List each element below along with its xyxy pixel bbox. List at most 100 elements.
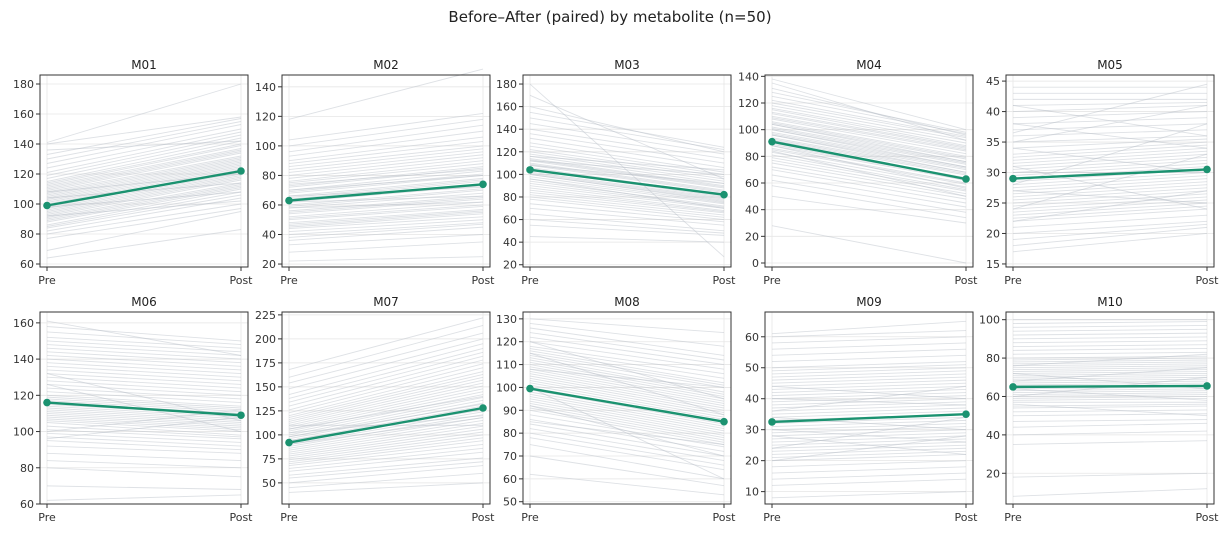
- paired-line: [529, 123, 725, 155]
- paired-line: [771, 109, 967, 147]
- paired-line: [771, 185, 967, 219]
- paired-line: [529, 341, 725, 370]
- paired-line: [1012, 220, 1208, 234]
- paired-line: [46, 208, 242, 239]
- paired-line: [529, 187, 725, 211]
- paired-line: [288, 399, 484, 438]
- paired-line: [771, 157, 967, 192]
- paired-line: [46, 211, 242, 251]
- paired-line: [771, 438, 967, 446]
- panel-m06: 60 80 100 120 140 160 Pre Post M06: [13, 295, 253, 524]
- mean-point-pre: [1009, 174, 1017, 183]
- paired-line: [46, 396, 242, 409]
- paired-line: [771, 342, 967, 350]
- paired-line: [288, 431, 484, 459]
- paired-line: [46, 152, 242, 191]
- paired-line: [529, 405, 725, 457]
- paired-line: [771, 174, 967, 208]
- paired-line: [46, 445, 242, 454]
- x-tick-label: Post: [954, 511, 978, 524]
- paired-line: [288, 343, 484, 395]
- paired-line: [771, 330, 967, 338]
- y-tick-label: 20: [986, 467, 1000, 480]
- paired-line: [771, 87, 967, 136]
- paired-line: [771, 139, 967, 176]
- paired-line: [46, 143, 242, 184]
- paired-line: [771, 117, 967, 152]
- paired-line: [1012, 208, 1208, 222]
- paired-line: [288, 402, 484, 440]
- paired-line: [529, 219, 725, 234]
- paired-line: [1012, 328, 1208, 332]
- y-tick-label: 100: [255, 140, 276, 153]
- paired-line: [288, 124, 484, 153]
- paired-line: [1012, 123, 1208, 149]
- paired-line: [288, 213, 484, 228]
- y-tick-label: 70: [503, 450, 517, 463]
- paired-line: [1012, 392, 1208, 396]
- y-tick-label: 40: [745, 204, 759, 217]
- axes-frame: [39, 74, 249, 268]
- axes-frame: [281, 311, 491, 505]
- y-tick-label: 60: [20, 258, 34, 271]
- paired-line: [771, 416, 967, 431]
- y-tick-label: 140: [13, 138, 34, 151]
- paired-line: [288, 145, 484, 168]
- paired-line: [1012, 403, 1208, 417]
- paired-line: [46, 432, 242, 443]
- paired-line: [1012, 405, 1208, 409]
- y-tick-label: 225: [255, 309, 276, 322]
- paired-line: [771, 134, 967, 173]
- paired-line: [288, 195, 484, 203]
- paired-line: [46, 83, 242, 143]
- paired-line: [46, 394, 242, 407]
- paired-line: [771, 115, 967, 151]
- x-tick-label: Post: [1195, 274, 1219, 287]
- paired-line: [771, 370, 967, 378]
- paired-line: [288, 219, 484, 233]
- paired-line: [771, 354, 967, 362]
- y-tick-label: 80: [503, 191, 517, 204]
- paired-line: [288, 411, 484, 445]
- mean-point-pre: [43, 398, 51, 407]
- paired-line: [46, 440, 242, 451]
- paired-line: [288, 174, 484, 191]
- paired-line: [46, 194, 242, 229]
- y-tick-label: 120: [496, 336, 517, 349]
- paired-line: [288, 241, 484, 253]
- paired-line: [288, 425, 484, 455]
- y-tick-label: 100: [496, 168, 517, 181]
- paired-line: [771, 118, 967, 155]
- paired-line: [288, 472, 484, 489]
- paired-line: [529, 111, 725, 148]
- paired-line: [771, 398, 967, 406]
- mean-line: [1012, 168, 1208, 180]
- paired-line: [1012, 419, 1208, 422]
- paired-line: [771, 472, 967, 480]
- y-tick-label: 20: [745, 455, 759, 468]
- mean-line: [529, 387, 725, 423]
- paired-line: [771, 367, 967, 375]
- paired-line: [288, 208, 484, 224]
- paired-line: [771, 450, 967, 458]
- paired-line: [529, 142, 725, 173]
- paired-line: [288, 151, 484, 173]
- paired-line: [771, 123, 967, 160]
- x-tick-label: Post: [229, 274, 253, 287]
- paired-line: [288, 417, 484, 445]
- paired-line: [529, 391, 725, 427]
- paired-line: [529, 396, 725, 432]
- paired-line: [771, 404, 967, 412]
- paired-line: [771, 388, 967, 397]
- mean-line: [529, 168, 725, 196]
- paired-line: [46, 485, 242, 490]
- paired-line: [771, 373, 967, 381]
- paired-line: [1012, 430, 1208, 436]
- paired-line: [529, 151, 725, 180]
- mean-line: [288, 183, 484, 202]
- paired-line: [771, 395, 967, 403]
- y-tick-label: 175: [255, 357, 276, 370]
- paired-line: [771, 320, 967, 335]
- paired-line: [288, 170, 484, 191]
- paired-line: [529, 173, 725, 201]
